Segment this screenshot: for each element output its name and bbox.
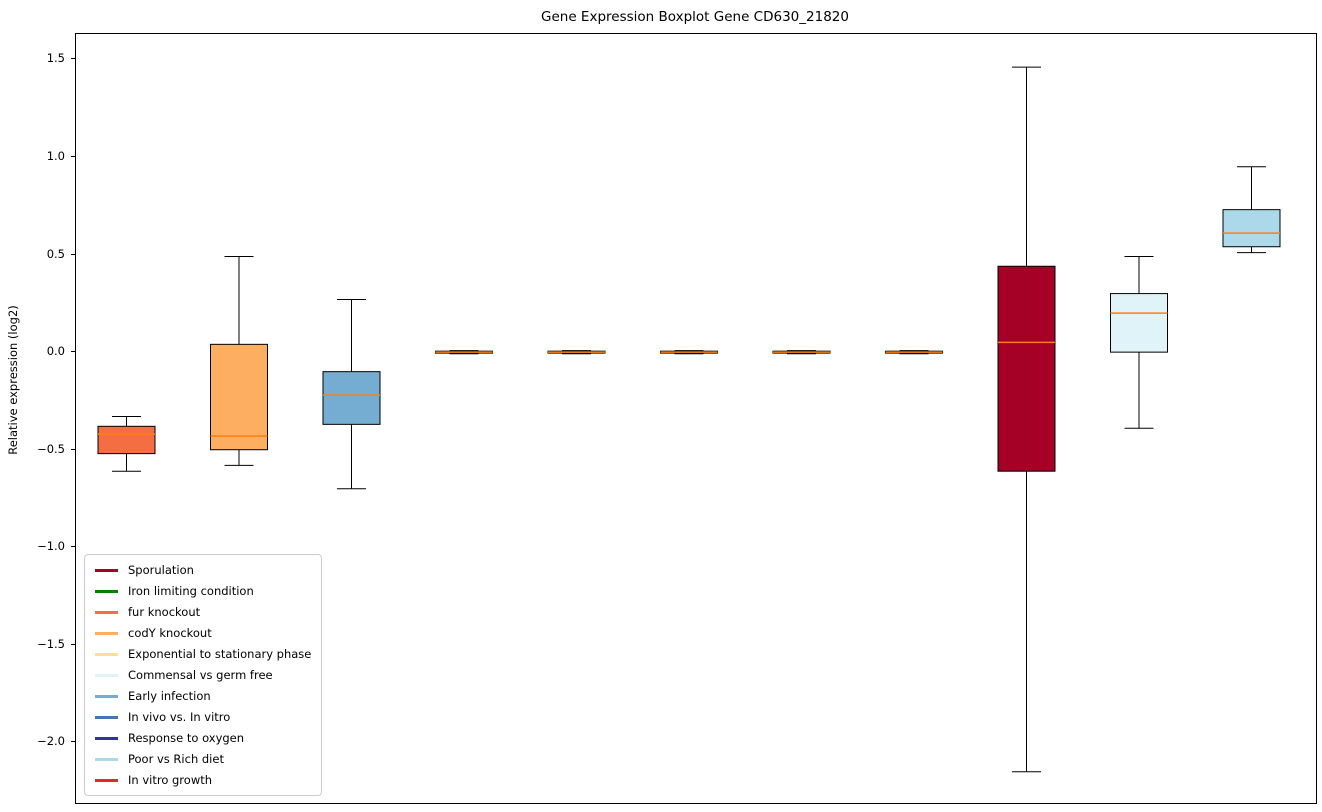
y-tick-label: −1.5 <box>37 636 65 651</box>
plot-area: Sporulation Iron limiting condition fur kn… <box>75 33 1317 804</box>
legend-label: codY knockout <box>128 626 212 640</box>
box-in-vitro-growth <box>885 350 943 355</box>
legend-color-swatch <box>95 631 118 635</box>
legend-item-sporulation: Sporulation <box>95 563 311 577</box>
y-tick-mark <box>71 546 75 548</box>
legend-label: In vitro growth <box>128 773 213 787</box>
legend-item-cody-knockout: codY knockout <box>95 626 311 640</box>
box-sporulation <box>997 66 1056 773</box>
y-tick-label: 0.0 <box>46 344 65 359</box>
box-rect <box>210 343 268 451</box>
box-rect <box>97 425 156 455</box>
box-in-vivo-vs-in-vitro <box>660 350 718 355</box>
y-tick-mark <box>71 253 75 255</box>
box-rect <box>997 265 1056 472</box>
legend-color-swatch <box>95 757 118 761</box>
box-iron-limiting-condition <box>435 350 493 355</box>
legend-color-swatch <box>95 568 118 572</box>
box-fur-knockout <box>97 416 156 472</box>
boxplot-canvas <box>97 66 1281 773</box>
box-exponential-to-stationary-phase <box>547 350 606 355</box>
legend-color-swatch <box>95 610 118 614</box>
y-tick-label: −1.0 <box>37 539 65 554</box>
legend-color-swatch <box>95 778 118 782</box>
legend-item-early-infection: Early infection <box>95 689 311 703</box>
legend-color-swatch <box>95 694 118 698</box>
legend-label: Sporulation <box>128 563 194 577</box>
box-early-infection <box>322 298 381 490</box>
legend-item-exponential-to-stationary-phase: Exponential to stationary phase <box>95 647 311 661</box>
legend-color-swatch <box>95 736 118 740</box>
y-tick-mark <box>71 741 75 743</box>
box-response-to-oxygen <box>772 350 831 355</box>
legend-label: In vivo vs. In vitro <box>128 710 231 724</box>
box-commensal-vs-germ-free <box>1110 256 1168 429</box>
legend-color-swatch <box>95 715 118 719</box>
legend-item-iron-limiting-condition: Iron limiting condition <box>95 584 311 598</box>
box-cody-knockout <box>210 256 268 466</box>
y-tick-label: −2.0 <box>37 734 65 749</box>
legend-item-poor-vs-rich-diet: Poor vs Rich diet <box>95 752 311 766</box>
box-rect <box>1222 209 1281 248</box>
y-tick-mark <box>71 448 75 450</box>
legend: Sporulation Iron limiting condition fur kn… <box>84 554 323 796</box>
legend-label: fur knockout <box>128 605 201 619</box>
legend-label: Response to oxygen <box>128 731 245 745</box>
chart-title: Gene Expression Boxplot Gene CD630_21820 <box>541 9 849 25</box>
box-rect <box>322 371 381 425</box>
y-tick-mark <box>71 643 75 645</box>
legend-color-swatch <box>95 589 118 593</box>
box-rect <box>1110 293 1168 353</box>
box-poor-vs-rich-diet <box>1222 166 1281 254</box>
y-tick-label: 1.0 <box>46 148 65 163</box>
legend-label: Early infection <box>128 689 211 703</box>
y-tick-label: −0.5 <box>37 441 65 456</box>
y-tick-mark <box>71 58 75 60</box>
y-tick-label: 1.5 <box>46 51 65 66</box>
legend-label: Iron limiting condition <box>128 584 254 598</box>
legend-item-fur-knockout: fur knockout <box>95 605 311 619</box>
legend-color-swatch <box>95 673 118 677</box>
y-tick-mark <box>71 351 75 353</box>
legend-label: Commensal vs germ free <box>128 668 273 682</box>
legend-color-swatch <box>95 652 118 656</box>
legend-item-in-vivo-vs-in-vitro: In vivo vs. In vitro <box>95 710 311 724</box>
legend-label: Poor vs Rich diet <box>128 752 224 766</box>
legend-item-commensal-vs-germ-free: Commensal vs germ free <box>95 668 311 682</box>
y-axis-label: Relative expression (log2) <box>6 305 20 455</box>
y-tick-mark <box>71 155 75 157</box>
legend-item-response-to-oxygen: Response to oxygen <box>95 731 311 745</box>
y-tick-label: 0.5 <box>46 246 65 261</box>
legend-label: Exponential to stationary phase <box>128 647 312 661</box>
legend-item-in-vitro-growth: In vitro growth <box>95 773 311 787</box>
